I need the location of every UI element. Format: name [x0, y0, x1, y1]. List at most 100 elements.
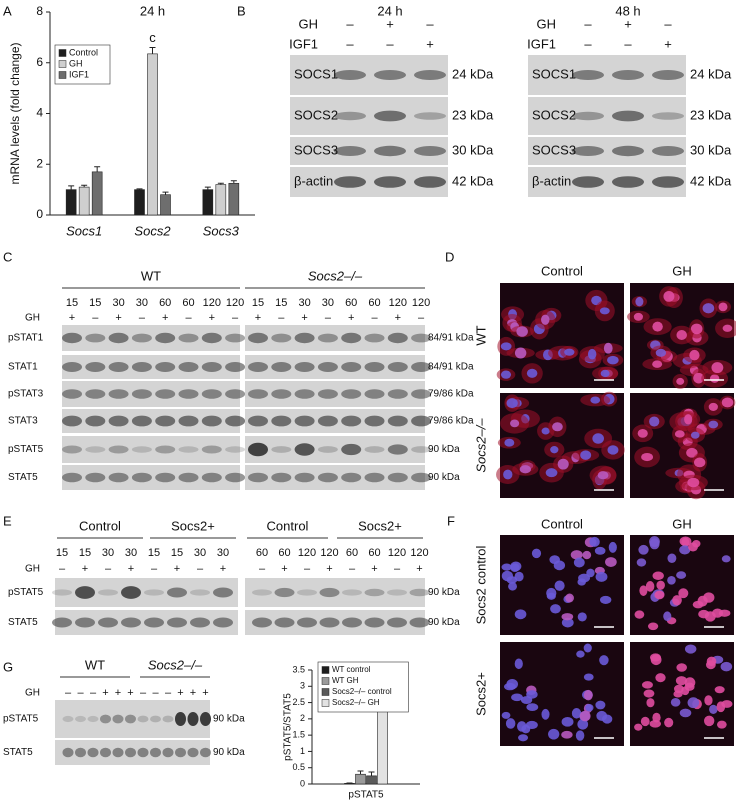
size-label: 84/91 kDa [428, 362, 474, 373]
nucleus [577, 612, 587, 622]
y-tick-label: 0.5 [292, 762, 305, 772]
blot-band [387, 389, 408, 399]
blot-band [178, 362, 199, 372]
panel-letter: B [237, 3, 246, 18]
blot-band [342, 589, 362, 596]
treatment-sign: – [394, 563, 401, 575]
size-label: 30 kDa [452, 142, 494, 157]
blot-band [52, 589, 72, 596]
column-label: Control [541, 516, 583, 531]
time-label: 120 [412, 297, 430, 309]
blot-band [137, 747, 149, 758]
nucleus [655, 348, 667, 357]
blot-band [178, 389, 199, 399]
legend-label: WT control [332, 665, 371, 674]
time-label: 120 [298, 547, 316, 559]
error-bar [94, 166, 101, 172]
legend-label: GH [69, 58, 83, 68]
nucleus [577, 578, 586, 586]
blot-title: 24 h [377, 3, 402, 18]
group-label: WT [85, 657, 105, 672]
y-tick-label: 2 [36, 156, 43, 170]
time-label: 15 [275, 297, 287, 309]
legend-label: Control [69, 47, 98, 57]
nucleus [575, 730, 585, 741]
treatment-sign: – [90, 687, 97, 699]
group-label: Socs2–/– [308, 268, 363, 283]
blot-band [248, 415, 268, 427]
nucleus [500, 370, 512, 379]
nucleus [636, 558, 647, 567]
x-tick-label: Socs2 [134, 223, 171, 238]
time-label: 15 [79, 547, 91, 559]
nucleus [514, 658, 523, 670]
treatment-label: GH [537, 16, 557, 31]
blot-band [274, 587, 295, 598]
time-label: 60 [345, 297, 357, 309]
bar [355, 773, 366, 785]
treatment-label: GH [25, 313, 40, 324]
nucleus [720, 661, 733, 672]
nucleus [597, 471, 609, 480]
nucleus [652, 321, 663, 332]
nucleus [565, 593, 574, 603]
blot-band [108, 415, 129, 427]
nucleus [649, 719, 661, 728]
nucleus [607, 355, 619, 365]
nucleus [599, 307, 610, 315]
bar [91, 171, 103, 216]
blot-band [387, 589, 407, 596]
nucleus [640, 716, 650, 727]
blot-band [294, 332, 315, 344]
time-label: 120 [389, 297, 407, 309]
blot-band [341, 389, 362, 399]
blot-background [62, 465, 240, 490]
blot-band [294, 443, 315, 456]
protein-label: SOCS2 [294, 107, 338, 122]
nucleus [708, 420, 719, 429]
blot-band [572, 146, 604, 156]
cells [634, 644, 733, 731]
nucleus [501, 711, 511, 719]
blot-band [98, 617, 118, 628]
nucleus [541, 708, 550, 720]
nucleus [678, 588, 689, 599]
treatment-sign: – [584, 36, 592, 51]
nucleus [656, 580, 665, 590]
blot-band [131, 389, 152, 399]
blot-band [342, 617, 362, 628]
protein-label: pSTAT5 [3, 714, 39, 725]
nucleus [690, 323, 703, 335]
bar [160, 194, 171, 216]
blot-band [341, 443, 362, 456]
time-label: 30 [194, 547, 206, 559]
nucleus [672, 595, 682, 606]
treatment-sign: – [59, 563, 66, 575]
time-label: 60 [159, 297, 171, 309]
blot-band [200, 712, 211, 726]
nucleus [709, 704, 718, 715]
treatment-sign: – [386, 36, 394, 51]
blot-band [414, 112, 446, 120]
group-label: Socs2+ [358, 518, 402, 533]
blot-band [252, 617, 272, 628]
nucleus [579, 710, 591, 722]
protein-label: SOCS1 [532, 66, 576, 81]
error-bar [149, 47, 156, 54]
treatment-sign: – [304, 563, 311, 575]
size-label: 90 kDa [428, 617, 460, 628]
nucleus [708, 402, 718, 411]
treatment-sign: + [255, 312, 261, 324]
treatment-sign: – [418, 312, 425, 324]
blot-band [201, 445, 222, 454]
protein-label: SOCS2 [532, 107, 576, 122]
blot-band [341, 332, 362, 344]
group-label: WT [141, 268, 161, 283]
nucleus [646, 698, 655, 708]
blot-band [62, 715, 74, 723]
panel-letter: C [3, 249, 12, 264]
blot-band [317, 362, 338, 372]
size-label: 42 kDa [452, 173, 494, 188]
treatment-sign: – [325, 312, 332, 324]
blot-band [411, 333, 432, 343]
